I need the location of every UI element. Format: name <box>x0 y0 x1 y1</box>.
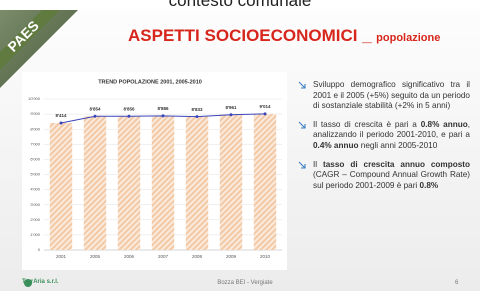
bar <box>152 116 174 250</box>
bar <box>186 117 208 250</box>
y-tick-label: 6'000 <box>30 156 40 161</box>
bar <box>254 114 276 250</box>
bullet: Il tasso di crescita è pari a 0.8% annuo… <box>298 120 470 152</box>
y-tick-label: 2'000 <box>30 217 40 222</box>
bullet-bold: tasso di crescita annuo composto <box>323 160 470 169</box>
bullet-list: Sviluppo demografico significativo tra i… <box>298 80 470 199</box>
trend-marker <box>230 113 233 116</box>
value-label: 8'856 <box>123 106 135 111</box>
y-tick-label: 5'000 <box>30 172 40 177</box>
footer-page: 6 <box>455 280 458 286</box>
bullet-text: Sviluppo demografico significativo tra i… <box>313 80 470 110</box>
bullet-text: (CAGR – Compound Annual Growth Rate) sul… <box>313 170 470 190</box>
bullet: Il tasso di crescita annuo composto (CAG… <box>298 160 470 192</box>
y-tick-label: 7'000 <box>30 141 40 146</box>
y-tick-label: 8'000 <box>30 126 40 131</box>
bar <box>220 115 242 250</box>
value-label: 9'014 <box>259 104 271 109</box>
value-label: 8'854 <box>89 106 101 111</box>
bar <box>50 123 72 250</box>
value-label: 8'833 <box>191 107 203 112</box>
y-tick-label: 9'000 <box>30 111 40 116</box>
y-tick-label: 10'000 <box>28 96 41 101</box>
trend-marker <box>94 115 97 118</box>
trend-marker <box>60 121 63 124</box>
value-label: 8'961 <box>225 105 237 110</box>
trend-marker <box>128 115 131 118</box>
chart-title: TREND POPOLAZIONE 2001, 2005-2010 <box>98 79 202 85</box>
x-tick-label: 2006 <box>124 254 135 259</box>
footer-document: Bozza BEI - Vergiate <box>200 280 290 286</box>
title-main: ASPETTI SOCIOECONOMICI _ <box>128 26 372 45</box>
bullet-text: Il tasso di crescita è pari a <box>313 120 421 129</box>
x-tick-label: 2008 <box>192 254 203 259</box>
x-tick-label: 2007 <box>158 254 169 259</box>
bullet-arrow <box>298 121 307 130</box>
value-label: 8'886 <box>157 106 169 111</box>
x-tick-label: 2001 <box>56 254 67 259</box>
bullet-bold: 0.8% <box>420 181 439 190</box>
bullet-text: negli anni 2005-2010 <box>359 141 438 150</box>
footer-company: TerrAria s.r.l. <box>22 279 59 285</box>
y-tick-label: 4'000 <box>30 187 40 192</box>
x-tick-label: 2010 <box>260 254 271 259</box>
x-tick-label: 2005 <box>90 254 101 259</box>
bullet-bold: 0.8% annuo <box>421 120 468 129</box>
bullet-arrow <box>298 161 307 170</box>
page: contesto comunale PAES TREND POPOLAZIONE… <box>0 0 480 291</box>
bar <box>118 116 140 250</box>
bullet-bold: 0.4% annuo <box>313 141 359 150</box>
bullet-arrow <box>298 81 307 90</box>
value-label: 8'414 <box>55 113 67 118</box>
x-tick-label: 2009 <box>226 254 237 259</box>
trend-marker <box>196 115 199 118</box>
bar <box>84 116 106 250</box>
title-sub: popolazione <box>376 32 440 44</box>
bullet-text: Il <box>313 160 323 169</box>
title: ASPETTI SOCIOECONOMICI _ popolazione <box>128 26 440 46</box>
y-tick-label: 1'000 <box>30 232 40 237</box>
trend-marker <box>264 112 267 115</box>
trend-marker <box>162 114 165 117</box>
y-tick-label: 3'000 <box>30 202 40 207</box>
bullet: Sviluppo demografico significativo tra i… <box>298 80 470 112</box>
